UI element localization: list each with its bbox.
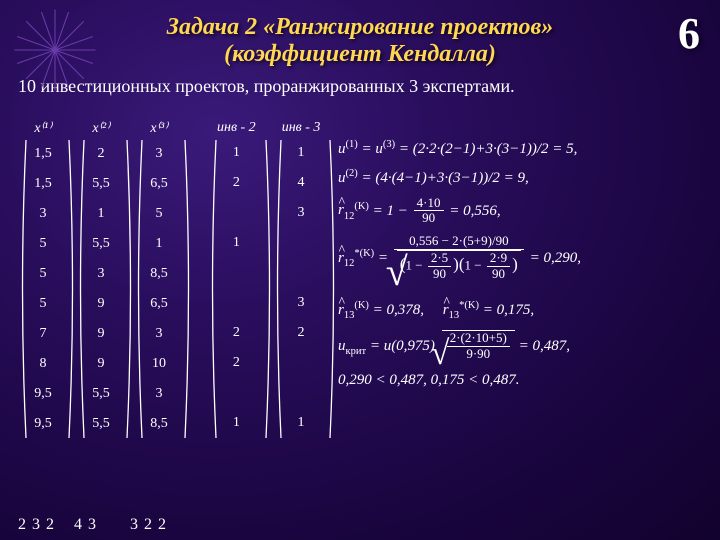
cell: 10 — [152, 349, 166, 379]
cell — [235, 198, 239, 228]
cell: 1 — [156, 229, 163, 259]
cell: 2 — [298, 318, 305, 348]
rank-column-4: инв - 212 1 22 1 — [208, 120, 265, 445]
title-line-1: Задача 2 «Ранжирование проектов» — [0, 14, 720, 41]
cell: 9 — [98, 349, 105, 379]
cell: 1,5 — [34, 169, 52, 199]
col-header-4: инв - 2 — [217, 120, 256, 136]
cell: 1 — [298, 138, 305, 168]
cell — [299, 228, 303, 258]
cell — [235, 258, 239, 288]
cell: 4 — [298, 168, 305, 198]
footer-numbers: 2 3 24 33 2 2 — [18, 516, 167, 534]
cell — [235, 288, 239, 318]
cell: 9,5 — [34, 379, 52, 409]
cell: 6,5 — [150, 169, 168, 199]
cell: 3 — [156, 319, 163, 349]
formula-r13: r13(K) = 0,378, r13*(K) = 0,175, — [338, 299, 710, 322]
cell: 2 — [233, 318, 240, 348]
starburst-icon — [10, 5, 100, 95]
cell: 3 — [298, 198, 305, 228]
formula-ucrit: uкрит = u(0,975) √ 2·(2·10+5)9·90 = 0,48… — [338, 330, 710, 363]
col-header-3: x⁽³⁾ — [150, 120, 167, 137]
cell — [299, 258, 303, 288]
rank-column-1: x⁽¹⁾1,51,53555789,59,5 — [18, 120, 68, 445]
cell: 5 — [40, 229, 47, 259]
cell: 7 — [40, 319, 47, 349]
cell: 3 — [98, 259, 105, 289]
cell: 5 — [40, 259, 47, 289]
formula-compare: 0,290 < 0,487, 0,175 < 0,487. — [338, 371, 710, 390]
formula-u1: u(1) = u(3) = (2·2·(2−1)+3·(3−1))/2 = 5, — [338, 138, 710, 159]
cell: 8,5 — [150, 409, 168, 439]
cell: 9 — [98, 289, 105, 319]
cell: 5,5 — [92, 379, 110, 409]
cell — [235, 378, 239, 408]
cell: 3 — [156, 139, 163, 169]
formula-block: u(1) = u(3) = (2·2·(2−1)+3·(3−1))/2 = 5,… — [338, 138, 710, 398]
page-number: 6 — [678, 8, 700, 59]
rank-columns: x⁽¹⁾1,51,53555789,59,5 x⁽²⁾25,515,539995… — [18, 120, 329, 445]
cell: 5 — [40, 289, 47, 319]
rank-column-3: x⁽³⁾36,5518,56,531038,5 — [134, 120, 184, 445]
cell — [299, 378, 303, 408]
cell: 3 — [156, 379, 163, 409]
cell: 1 — [98, 199, 105, 229]
cell: 5,5 — [92, 169, 110, 199]
cell: 1 — [233, 228, 240, 258]
cell: 2 — [98, 139, 105, 169]
cell: 3 — [40, 199, 47, 229]
cell: 8,5 — [150, 259, 168, 289]
formula-u2: u(2) = (4·(4−1)+3·(3−1))/2 = 9, — [338, 167, 710, 188]
cell: 6,5 — [150, 289, 168, 319]
title-line-2: (коэффициент Кендалла) — [0, 41, 720, 68]
cell: 5 — [156, 199, 163, 229]
rank-column-2: x⁽²⁾25,515,539995,55,5 — [76, 120, 126, 445]
cell: 1 — [233, 408, 240, 438]
cell: 9 — [98, 319, 105, 349]
formula-r12: r12(K) = 1 − 4·1090 = 0,556, — [338, 196, 710, 227]
cell — [299, 348, 303, 378]
cell: 2 — [233, 168, 240, 198]
formula-r12star: r12*(K) = 0,556 − 2·(5+9)/90 √ (1 − 2·59… — [338, 234, 710, 283]
rank-column-5: инв - 3143 32 1 — [273, 120, 330, 445]
cell: 5,5 — [92, 229, 110, 259]
col-header-1: x⁽¹⁾ — [34, 120, 51, 137]
cell: 1,5 — [34, 139, 52, 169]
subtitle: 10 инвестиционных проектов, проранжирова… — [18, 76, 720, 97]
col-header-2: x⁽²⁾ — [92, 120, 109, 137]
slide-title: Задача 2 «Ранжирование проектов» (коэффи… — [0, 0, 720, 68]
col-header-5: инв - 3 — [282, 120, 321, 136]
cell: 8 — [40, 349, 47, 379]
cell: 5,5 — [92, 409, 110, 439]
cell: 1 — [298, 408, 305, 438]
cell: 2 — [233, 348, 240, 378]
cell: 9,5 — [34, 409, 52, 439]
cell: 3 — [298, 288, 305, 318]
cell: 1 — [233, 138, 240, 168]
